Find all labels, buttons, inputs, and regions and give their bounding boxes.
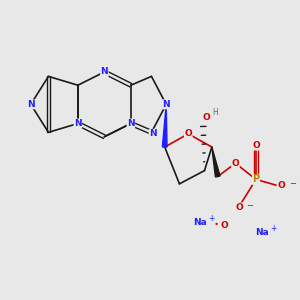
Text: −: − <box>247 201 254 210</box>
Polygon shape <box>162 104 167 147</box>
Text: +: + <box>208 214 214 223</box>
Text: N: N <box>27 100 34 109</box>
Text: N: N <box>127 119 135 128</box>
Text: O: O <box>184 129 192 138</box>
Text: O: O <box>202 113 210 122</box>
Text: O: O <box>277 181 285 190</box>
Text: −: − <box>289 179 296 188</box>
Text: N: N <box>149 129 157 138</box>
Text: O: O <box>252 141 260 150</box>
Text: Na: Na <box>193 218 207 226</box>
Text: O: O <box>232 159 239 168</box>
Text: P: P <box>252 174 260 184</box>
Text: ∙: ∙ <box>214 219 219 228</box>
Text: N: N <box>74 119 82 128</box>
Text: N: N <box>100 68 108 76</box>
Text: Na: Na <box>255 228 269 237</box>
Polygon shape <box>212 147 220 177</box>
Text: +: + <box>270 224 276 233</box>
Text: O: O <box>220 221 228 230</box>
Text: O: O <box>236 203 244 212</box>
Text: H: H <box>212 108 218 117</box>
Text: N: N <box>162 100 170 109</box>
